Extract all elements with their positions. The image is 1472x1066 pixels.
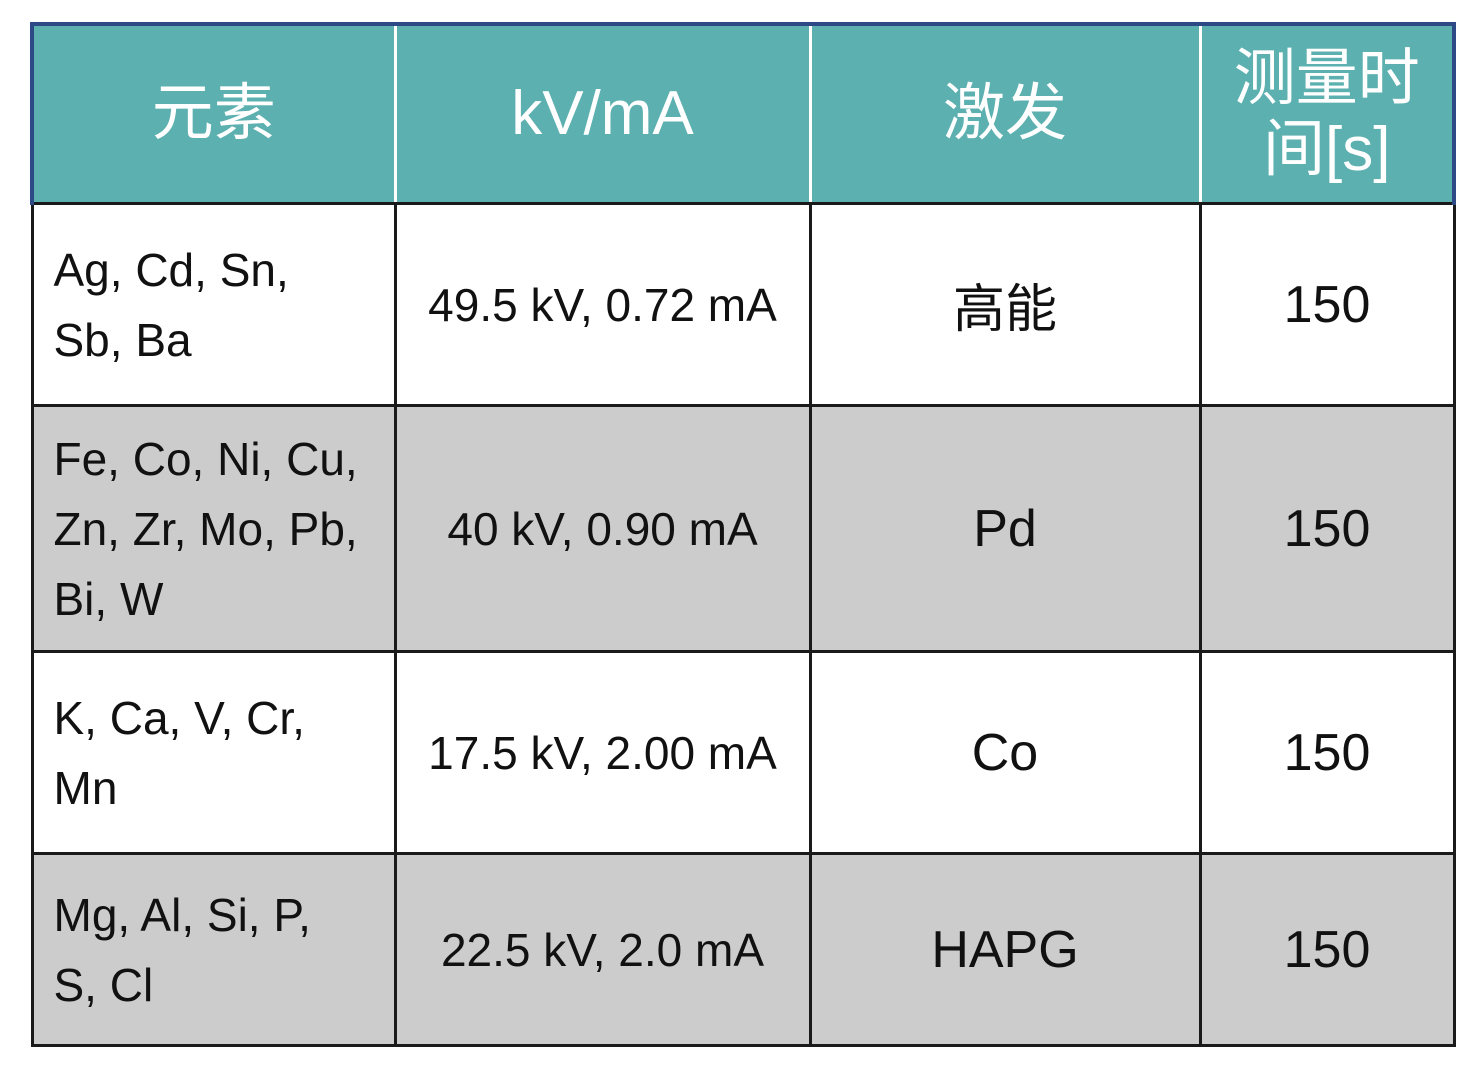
- cell-time: 150: [1198, 404, 1456, 653]
- table-row: Fe, Co, Ni, Cu, Zn, Zr, Mo, Pb, Bi, W 40…: [30, 404, 1456, 653]
- cell-kv-ma: 40 kV, 0.90 mA: [393, 404, 812, 653]
- table-row: K, Ca, V, Cr, Mn 17.5 kV, 2.00 mA Co 150: [30, 650, 1456, 855]
- header-excitation: 激发: [808, 22, 1202, 205]
- cell-kv-ma: 17.5 kV, 2.00 mA: [393, 650, 812, 855]
- cell-excitation: Pd: [808, 404, 1202, 653]
- cell-time: 150: [1198, 650, 1456, 855]
- cell-time: 150: [1198, 852, 1456, 1047]
- cell-elements: K, Ca, V, Cr, Mn: [30, 650, 397, 855]
- table-row: Ag, Cd, Sn, Sb, Ba 49.5 kV, 0.72 mA 高能 1…: [30, 202, 1456, 407]
- cell-kv-ma: 22.5 kV, 2.0 mA: [393, 852, 812, 1047]
- header-elements: 元素: [30, 22, 397, 205]
- parameters-table: 元素 kV/mA 激发 测量时间[s] Ag, Cd, Sn, Sb, Ba 4…: [30, 22, 1456, 1047]
- cell-kv-ma: 49.5 kV, 0.72 mA: [393, 202, 812, 407]
- cell-time: 150: [1198, 202, 1456, 407]
- cell-excitation: 高能: [808, 202, 1202, 407]
- table-row: Mg, Al, Si, P, S, Cl 22.5 kV, 2.0 mA HAP…: [30, 852, 1456, 1047]
- cell-excitation: Co: [808, 650, 1202, 855]
- cell-excitation: HAPG: [808, 852, 1202, 1047]
- header-time: 测量时间[s]: [1198, 22, 1456, 205]
- cell-elements: Fe, Co, Ni, Cu, Zn, Zr, Mo, Pb, Bi, W: [30, 404, 397, 653]
- cell-elements: Mg, Al, Si, P, S, Cl: [30, 852, 397, 1047]
- header-row: 元素 kV/mA 激发 测量时间[s]: [30, 22, 1456, 205]
- header-kv-ma: kV/mA: [393, 22, 812, 205]
- cell-elements: Ag, Cd, Sn, Sb, Ba: [30, 202, 397, 407]
